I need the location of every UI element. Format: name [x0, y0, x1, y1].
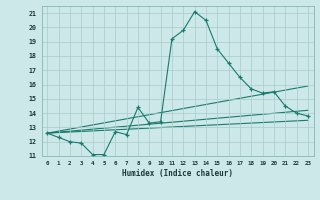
X-axis label: Humidex (Indice chaleur): Humidex (Indice chaleur): [122, 169, 233, 178]
